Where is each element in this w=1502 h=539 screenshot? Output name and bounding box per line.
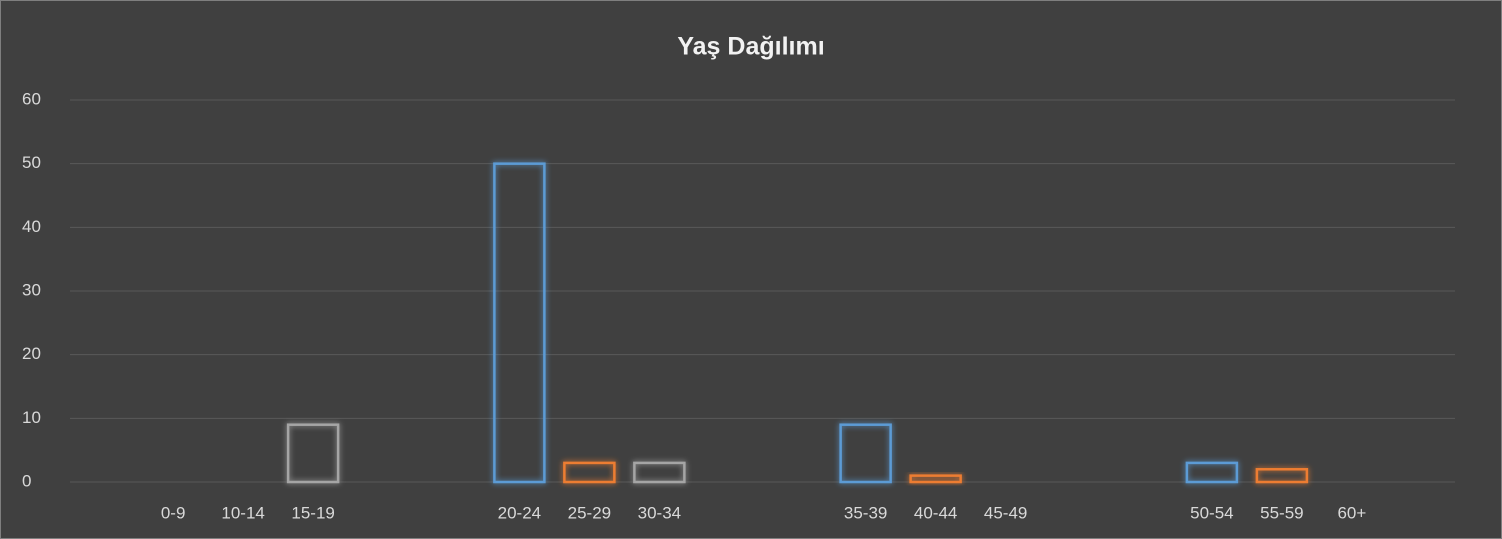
x-tick-label: 15-19 (291, 503, 334, 522)
bar (839, 423, 892, 484)
bar (286, 423, 340, 484)
bar (909, 474, 962, 484)
x-tick-label: 20-24 (498, 503, 541, 522)
y-tick-label: 40 (22, 217, 41, 236)
bar (1255, 468, 1309, 484)
x-tick-label: 10-14 (221, 503, 264, 522)
y-tick-label: 60 (22, 89, 41, 108)
bar (633, 461, 686, 484)
x-tick-label: 45-49 (984, 503, 1027, 522)
bar (1185, 461, 1239, 484)
x-tick-label: 30-34 (638, 503, 681, 522)
y-tick-label: 20 (22, 344, 41, 363)
y-tick-label: 0 (22, 471, 31, 490)
x-tick-label: 35-39 (844, 503, 887, 522)
x-tick-label: 55-59 (1260, 503, 1303, 522)
x-tick-label: 25-29 (568, 503, 611, 522)
x-tick-label: 60+ (1337, 503, 1366, 522)
x-tick-label: 40-44 (914, 503, 957, 522)
x-tick-label: 0-9 (161, 503, 186, 522)
bar (563, 461, 616, 484)
x-tick-label: 50-54 (1190, 503, 1233, 522)
y-tick-label: 30 (22, 280, 41, 299)
y-tick-label: 10 (22, 408, 41, 427)
y-tick-label: 50 (22, 153, 41, 172)
bar (493, 162, 546, 484)
chart-title: Yaş Dağılımı (677, 33, 824, 61)
